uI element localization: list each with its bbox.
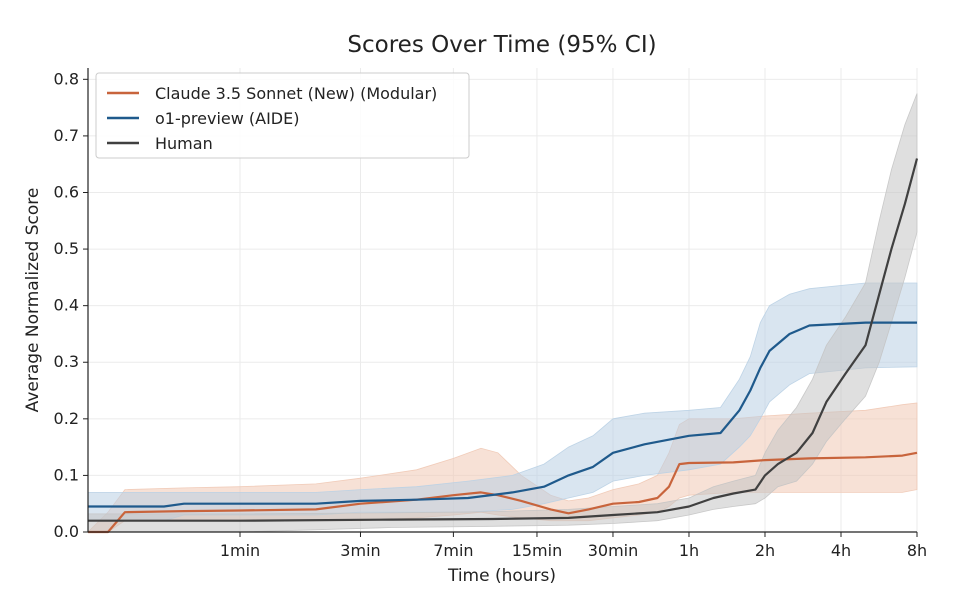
x-tick-label: 30min xyxy=(588,541,639,560)
x-tick-label: 15min xyxy=(512,541,563,560)
x-tick-label: 3min xyxy=(340,541,380,560)
y-tick-label: 0.2 xyxy=(54,409,79,428)
y-tick-label: 0.0 xyxy=(54,522,79,541)
series-line-o1-preview-aide xyxy=(88,321,917,508)
x-tick-label: 2h xyxy=(755,541,775,560)
band-layer xyxy=(87,93,918,533)
y-axis-label: Average Normalized Score xyxy=(23,188,43,413)
legend-label-human: Human xyxy=(155,134,213,153)
x-tick-label: 4h xyxy=(831,541,851,560)
y-tick-label: 0.1 xyxy=(54,465,79,484)
chart-title: Scores Over Time (95% CI) xyxy=(347,32,656,58)
y-tick-label: 0.4 xyxy=(54,296,79,315)
tick-layer: 0.0 0.1 0.2 0.3 0.4 0.5 0.6 0.7 0.8 1min 3min 7min 1… xyxy=(54,69,928,560)
y-tick-label: 0.3 xyxy=(54,352,79,371)
ci-band-human xyxy=(87,93,918,533)
x-axis-label: Time (hours) xyxy=(447,566,556,586)
y-tick-label: 0.6 xyxy=(54,182,79,201)
legend-box xyxy=(95,72,470,159)
series-line-claude-3-5-sonnet-new-modular xyxy=(88,451,918,534)
x-tick-label: 1min xyxy=(220,541,260,560)
x-tick-label: 8h xyxy=(907,541,927,560)
line-layer xyxy=(88,158,919,534)
x-tick-label: 7min xyxy=(433,541,473,560)
legend-label-claude-3-5-sonnet-new-modular: Claude 3.5 Sonnet (New) (Modular) xyxy=(155,84,437,103)
x-tick-label: 1h xyxy=(679,541,699,560)
legend: Claude 3.5 Sonnet (New) (Modular) o1-prev… xyxy=(95,72,470,159)
legend-label-o1-preview-aide: o1-preview (AIDE) xyxy=(155,109,299,128)
y-tick-label: 0.5 xyxy=(54,239,79,258)
y-tick-label: 0.8 xyxy=(54,69,79,88)
y-tick-label: 0.7 xyxy=(54,126,79,145)
series-line-human xyxy=(88,158,919,522)
